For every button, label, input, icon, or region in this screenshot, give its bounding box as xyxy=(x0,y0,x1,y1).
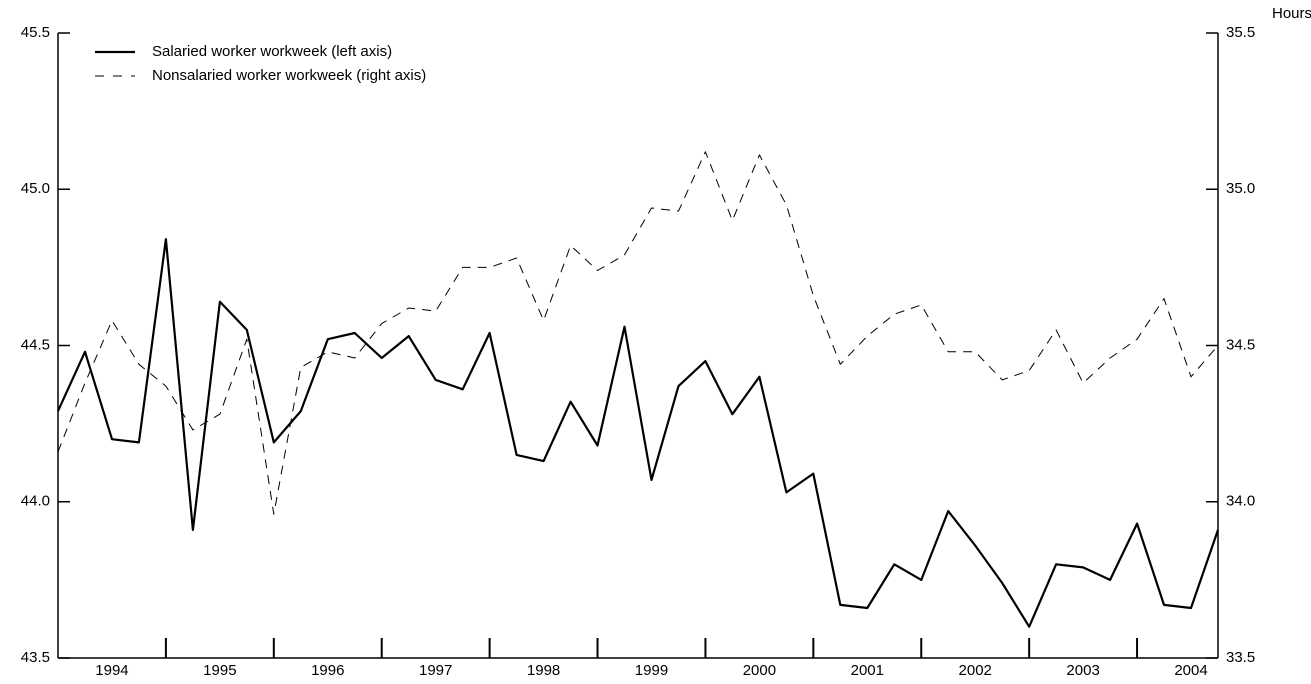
series-line xyxy=(57,151,1219,515)
y-tick-label: 45.0 xyxy=(21,180,50,197)
x-tick-label: 2002 xyxy=(959,662,992,679)
x-tick-label: 1998 xyxy=(527,662,560,679)
y-tick-label: 43.5 xyxy=(21,649,50,666)
y-tick-label: 44.0 xyxy=(21,493,50,510)
y2-axis-label: Hours xyxy=(1272,5,1311,22)
y-tick-label: 45.5 xyxy=(21,24,50,41)
y2-tick-label: 34.0 xyxy=(1226,493,1255,510)
y-tick-label: 44.5 xyxy=(21,336,50,353)
x-tick-label: 2001 xyxy=(851,662,884,679)
y2-tick-label: 35.0 xyxy=(1226,180,1255,197)
x-tick-label: 1997 xyxy=(419,662,452,679)
series-line xyxy=(56,238,1220,628)
x-tick-label: 2004 xyxy=(1174,662,1207,679)
x-tick-label: 1994 xyxy=(95,662,128,679)
legend-label: Nonsalaried worker workweek (right axis) xyxy=(152,67,426,84)
x-tick-label: 1995 xyxy=(203,662,236,679)
x-tick-label: 2000 xyxy=(743,662,776,679)
y2-tick-label: 33.5 xyxy=(1226,649,1255,666)
y2-tick-label: 35.5 xyxy=(1226,24,1255,41)
x-tick-label: 2003 xyxy=(1066,662,1099,679)
x-tick-label: 1999 xyxy=(635,662,668,679)
legend-label: Salaried worker workweek (left axis) xyxy=(152,43,392,60)
y2-tick-label: 34.5 xyxy=(1226,336,1255,353)
x-tick-label: 1996 xyxy=(311,662,344,679)
